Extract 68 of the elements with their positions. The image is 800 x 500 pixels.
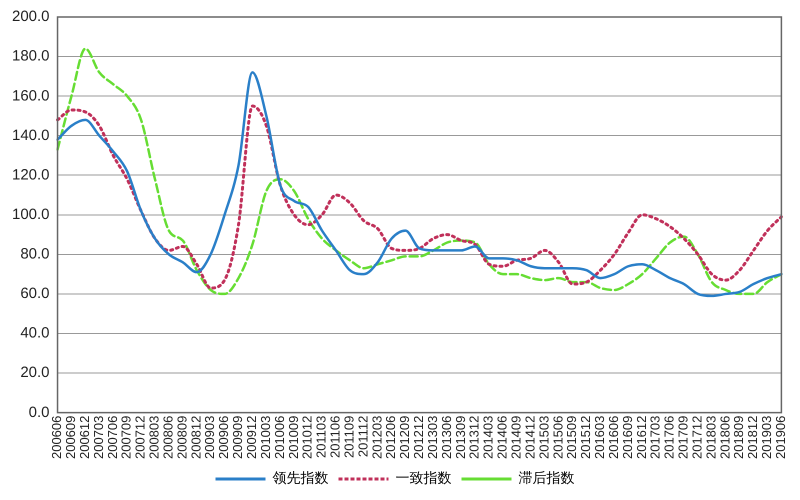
x-tick-label: 201006 xyxy=(272,416,287,460)
x-tick-label: 201306 xyxy=(438,416,454,460)
x-tick-label: 201503 xyxy=(536,416,552,460)
y-tick-label: 120.0 xyxy=(12,166,50,184)
x-tick-label: 201703 xyxy=(648,416,663,460)
y-tick-label: 180.0 xyxy=(12,48,50,65)
x-tick-label: 201209 xyxy=(397,416,412,460)
x-tick-label: 201206 xyxy=(383,416,398,460)
x-tick-label: 201303 xyxy=(424,416,440,460)
x-tick-label: 200712 xyxy=(132,416,148,460)
x-tick-label: 201709 xyxy=(676,416,691,460)
x-tick-label: 201109 xyxy=(341,416,356,458)
x-tick-label: 200806 xyxy=(160,416,176,460)
y-tick-label: 200.0 xyxy=(12,8,50,26)
x-tick-label: 200612 xyxy=(76,416,92,460)
x-tick-label: 201309 xyxy=(452,416,468,460)
x-tick-label: 201806 xyxy=(717,416,732,460)
x-tick-label: 200606 xyxy=(49,416,64,460)
x-tick-label: 200709 xyxy=(118,416,134,460)
x-tick-label: 201706 xyxy=(662,416,677,460)
x-tick-label: 201609 xyxy=(620,416,635,460)
x-tick-label: 201012 xyxy=(300,416,315,460)
x-tick-label: 201103 xyxy=(314,416,329,458)
x-tick-label: 201506 xyxy=(550,416,566,460)
x-tick-label: 200812 xyxy=(188,416,204,460)
y-tick-label: 160.0 xyxy=(12,87,50,104)
x-tick-label: 201009 xyxy=(286,416,301,460)
x-tick-label: 201312 xyxy=(466,416,482,460)
x-tick-label: 200706 xyxy=(104,416,120,460)
x-tick-label: 200803 xyxy=(146,416,162,460)
x-tick-label: 200903 xyxy=(202,416,218,460)
y-tick-label: 0.0 xyxy=(28,404,50,421)
x-tick-label: 201512 xyxy=(578,416,594,460)
x-tick-label: 201409 xyxy=(508,416,524,460)
y-tick-label: 20.0 xyxy=(20,364,50,382)
x-tick-label: 201612 xyxy=(634,416,649,460)
x-tick-label: 201812 xyxy=(745,416,760,460)
x-tick-label: 201112 xyxy=(355,416,370,458)
x-tick-label: 201106 xyxy=(328,416,343,458)
x-tick-label: 201403 xyxy=(480,416,496,460)
x-tick-label: 200909 xyxy=(230,416,246,460)
x-tick-label: 201509 xyxy=(564,416,580,460)
x-tick-label: 200609 xyxy=(63,416,78,460)
x-tick-label: 201606 xyxy=(606,416,621,460)
y-tick-label: 60.0 xyxy=(20,285,50,302)
x-tick-label: 201903 xyxy=(759,416,774,460)
x-tick-label: 201003 xyxy=(258,416,273,460)
x-tick-label: 201712 xyxy=(689,416,704,460)
x-tick-label: 201212 xyxy=(411,416,426,460)
line-series xyxy=(56,104,783,290)
y-tick-label: 40.0 xyxy=(20,324,50,342)
x-tick-label: 201412 xyxy=(522,416,538,460)
x-tick-label: 200906 xyxy=(216,416,232,460)
x-tick-label: 201406 xyxy=(494,416,510,460)
legend-label: 一致指数 xyxy=(396,470,452,487)
x-tick-label: 200912 xyxy=(244,416,259,460)
x-tick-label: 200703 xyxy=(90,416,106,460)
y-tick-label: 80.0 xyxy=(20,246,50,263)
x-tick-label: 201803 xyxy=(703,416,718,460)
legend-label: 领先指数 xyxy=(272,470,328,487)
y-tick-label: 100.0 xyxy=(12,206,50,223)
y-tick-label: 140.0 xyxy=(12,126,50,144)
x-tick-label: 200809 xyxy=(174,416,190,460)
x-tick-label: 201906 xyxy=(772,416,788,460)
legend-label: 滞后指数 xyxy=(518,470,574,487)
x-tick-label: 201809 xyxy=(731,416,746,460)
x-tick-label: 201603 xyxy=(592,416,608,460)
x-tick-label: 201203 xyxy=(369,416,384,460)
